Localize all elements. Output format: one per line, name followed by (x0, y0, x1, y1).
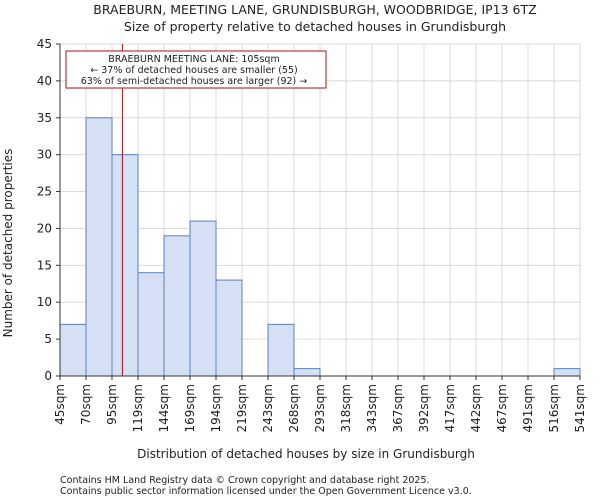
x-axis: 45sqm 70sqm 95sqm 119sqm 144sqm 169sqm 194sqm 2… (53, 375, 587, 432)
x-tick-label: 144sqm (157, 384, 171, 432)
x-tick-label: 442sqm (469, 384, 483, 432)
y-axis-label: Number of detached properties (1, 149, 15, 338)
x-tick-label: 417sqm (443, 384, 457, 432)
x-tick-label: 70sqm (79, 384, 93, 425)
footer-line-1: Contains HM Land Registry data © Crown c… (60, 475, 430, 486)
x-tick-label: 119sqm (131, 384, 145, 432)
x-tick-label: 516sqm (547, 384, 561, 432)
y-tick-label: 20 (37, 221, 52, 235)
x-tick-label: 45sqm (53, 384, 67, 425)
footer-line-2: Contains public sector information licen… (60, 486, 472, 497)
chart-title: BRAEBURN, MEETING LANE, GRUNDISBURGH, WO… (93, 2, 536, 17)
bar (85, 117, 113, 377)
x-tick-label: 169sqm (183, 384, 197, 432)
y-tick-label: 5 (44, 332, 52, 346)
x-tick-label: 95sqm (105, 384, 119, 425)
chart-subtitle: Size of property relative to detached ho… (124, 19, 506, 34)
bar (137, 272, 165, 377)
annotation-line-2: ← 37% of detached houses are smaller (55… (90, 65, 297, 76)
x-tick-label: 318sqm (339, 384, 353, 432)
y-tick-label: 25 (37, 185, 52, 199)
x-tick-label: 541sqm (573, 384, 587, 432)
y-tick-label: 35 (37, 111, 52, 125)
y-tick-label: 15 (37, 258, 52, 272)
y-axis: 0 5 10 15 20 25 30 35 40 45 (37, 37, 61, 383)
x-tick-label: 243sqm (261, 384, 275, 432)
annotation-line-1: BRAEBURN MEETING LANE: 105sqm (108, 54, 279, 65)
x-tick-label: 467sqm (495, 384, 509, 432)
bar (293, 368, 321, 377)
y-tick-label: 10 (37, 295, 52, 309)
x-tick-label: 343sqm (365, 384, 379, 432)
bar (267, 323, 295, 377)
y-tick-label: 45 (37, 37, 52, 51)
annotation-box: BRAEBURN MEETING LANE: 105sqm ← 37% of d… (65, 50, 327, 89)
bar (163, 235, 191, 377)
y-tick-label: 40 (37, 74, 52, 88)
bar (215, 279, 243, 377)
x-tick-label: 194sqm (209, 384, 223, 432)
bar (111, 154, 139, 377)
x-tick-label: 219sqm (235, 384, 249, 432)
annotation-line-3: 63% of semi-detached houses are larger (… (81, 76, 308, 87)
bar (189, 220, 217, 377)
x-tick-label: 491sqm (521, 384, 535, 432)
bars (59, 117, 581, 377)
y-tick-label: 30 (37, 148, 52, 162)
x-tick-label: 392sqm (417, 384, 431, 432)
x-axis-label: Distribution of detached houses by size … (137, 447, 475, 461)
bar (59, 323, 87, 377)
x-tick-label: 367sqm (391, 384, 405, 432)
x-tick-label: 293sqm (313, 384, 327, 432)
x-tick-label: 268sqm (287, 384, 301, 432)
bar (553, 368, 581, 377)
y-tick-label: 0 (44, 369, 52, 383)
